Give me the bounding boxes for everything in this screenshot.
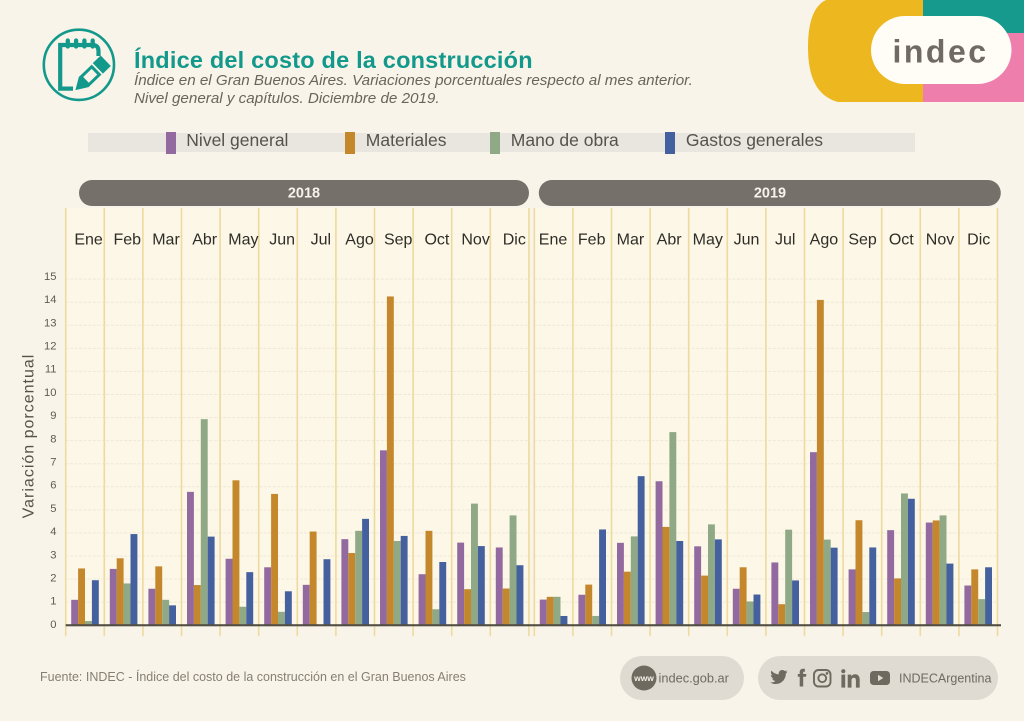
svg-text:Dic: Dic [503, 232, 526, 249]
svg-text:Feb: Feb [578, 232, 606, 249]
svg-text:2018: 2018 [288, 186, 320, 202]
svg-text:Mar: Mar [152, 232, 180, 249]
svg-text:Oct: Oct [889, 232, 914, 249]
svg-text:May: May [228, 232, 258, 249]
svg-text:indec: indec [892, 34, 988, 70]
svg-text:3: 3 [50, 549, 56, 561]
svg-text:Jul: Jul [311, 232, 331, 249]
svg-text:Nov: Nov [461, 232, 489, 249]
svg-text:Abr: Abr [657, 232, 683, 249]
svg-text:14: 14 [44, 294, 56, 306]
svg-text:10: 10 [44, 387, 56, 399]
svg-text:Variación porcentual: Variación porcentual [21, 354, 38, 519]
svg-text:9: 9 [50, 410, 56, 422]
svg-text:www: www [633, 673, 654, 683]
svg-text:15: 15 [44, 271, 56, 283]
svg-text:Sep: Sep [384, 232, 413, 249]
svg-text:Nov: Nov [926, 232, 954, 249]
svg-text:1: 1 [50, 596, 56, 608]
svg-text:Dic: Dic [967, 232, 990, 249]
svg-text:5: 5 [50, 503, 56, 515]
svg-text:2: 2 [50, 573, 56, 585]
svg-text:Abr: Abr [192, 232, 218, 249]
svg-text:Ago: Ago [810, 232, 839, 249]
svg-text:Ene: Ene [539, 232, 568, 249]
svg-text:Feb: Feb [114, 232, 142, 249]
svg-text:6: 6 [50, 480, 56, 492]
svg-text:13: 13 [44, 317, 56, 329]
svg-text:Jul: Jul [775, 232, 795, 249]
svg-text:0: 0 [50, 619, 56, 631]
svg-text:8: 8 [50, 433, 56, 445]
svg-text:Jun: Jun [734, 232, 760, 249]
svg-text:Jun: Jun [269, 232, 295, 249]
svg-text:11: 11 [45, 364, 57, 376]
svg-text:May: May [693, 232, 723, 249]
svg-text:12: 12 [44, 341, 56, 353]
svg-text:INDECArgentina: INDECArgentina [899, 672, 991, 686]
svg-text:2019: 2019 [754, 186, 786, 202]
svg-text:4: 4 [50, 526, 56, 538]
svg-text:indec.gob.ar: indec.gob.ar [659, 671, 730, 686]
svg-text:Sep: Sep [848, 232, 877, 249]
svg-text:Ene: Ene [74, 232, 103, 249]
svg-text:Ago: Ago [345, 232, 374, 249]
svg-text:7: 7 [50, 457, 56, 469]
svg-text:Oct: Oct [424, 232, 449, 249]
svg-text:Mar: Mar [617, 232, 645, 249]
